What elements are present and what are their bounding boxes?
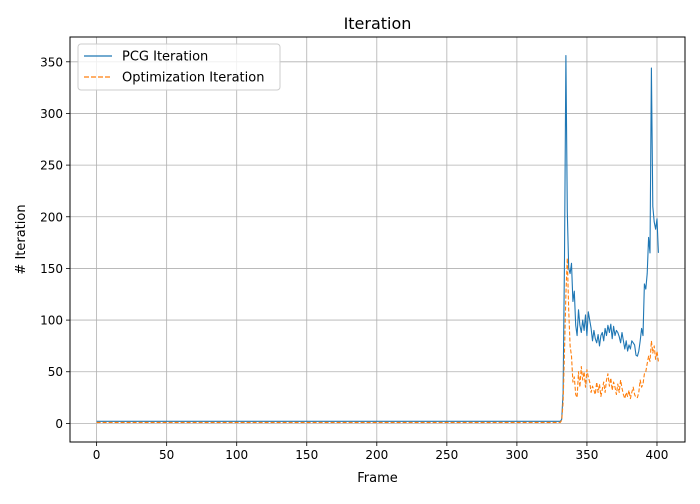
y-tick-label: 300 <box>40 107 63 121</box>
pcg-iteration-line <box>96 55 659 422</box>
x-tick-label: 400 <box>646 448 669 462</box>
y-tick-label: 250 <box>40 159 63 173</box>
y-tick-label: 0 <box>55 417 63 431</box>
legend-label-pcg: PCG Iteration <box>122 50 208 65</box>
x-tick-label: 50 <box>159 448 174 462</box>
x-tick-label: 300 <box>505 448 528 462</box>
x-tick-label: 150 <box>295 448 318 462</box>
x-tick-label: 200 <box>365 448 388 462</box>
y-tick-label: 100 <box>40 314 63 328</box>
plot-frame <box>69 36 686 443</box>
y-tick-label: 350 <box>40 55 63 69</box>
series-lines <box>96 55 659 423</box>
chart-title: Iteration <box>344 14 412 33</box>
grid-lines <box>70 37 685 442</box>
y-axis-label: # Iteration <box>14 204 29 274</box>
axis-ticks: 0 50 100 150 200 250 300 350 400 0 50 100 150 200 250 3… <box>40 55 668 462</box>
y-tick-label: 200 <box>40 210 63 224</box>
x-tick-label: 0 <box>93 448 101 462</box>
legend-label-optimization: Optimization Iteration <box>122 71 264 86</box>
x-tick-label: 100 <box>225 448 248 462</box>
legend-box <box>77 43 281 91</box>
x-tick-label: 350 <box>575 448 598 462</box>
y-tick-label: 150 <box>40 262 63 276</box>
y-tick-label: 50 <box>48 365 63 379</box>
x-axis-label: Frame <box>357 471 398 486</box>
legend: PCG Iteration Optimization Iteration <box>77 43 281 91</box>
x-tick-label: 250 <box>435 448 458 462</box>
optimization-iteration-line <box>96 257 659 423</box>
